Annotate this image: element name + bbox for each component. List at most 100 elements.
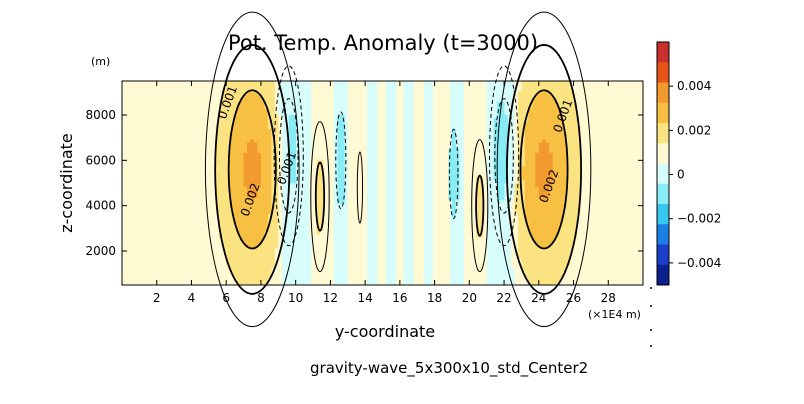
shading-cell [243, 121, 248, 126]
shading-cell [542, 240, 547, 245]
shading-cell [483, 217, 488, 221]
shading-cell [212, 104, 217, 109]
shading-cell [236, 159, 241, 163]
shading-cell [236, 196, 241, 201]
shading-cell [514, 108, 519, 112]
shading-cell [531, 152, 536, 157]
shading-cell [267, 244, 272, 248]
shading-cell [212, 172, 217, 177]
shading-cell [451, 200, 456, 204]
shading-cell [577, 172, 581, 177]
shading-cell [566, 94, 571, 99]
shading-cell [580, 98, 585, 102]
shading-band [403, 81, 414, 285]
shading-cell [233, 264, 238, 269]
shading-cell [556, 101, 561, 106]
shading-cell [212, 254, 217, 259]
shading-cell [559, 152, 564, 157]
shading-cell [535, 278, 540, 282]
shading-cell [531, 193, 536, 197]
shading-cell [243, 166, 248, 170]
shading-cell [219, 244, 224, 248]
shading-cell [323, 210, 328, 214]
shading-cell [236, 271, 241, 276]
shading-cell [580, 128, 585, 133]
shading-cell [247, 104, 251, 109]
shading-cell [205, 186, 210, 191]
shading-cell [570, 271, 574, 276]
shading-cell [274, 166, 279, 170]
shading-cell [240, 281, 244, 286]
shading-cell [323, 230, 328, 235]
shading-cell [542, 268, 547, 272]
shading-cell [524, 251, 529, 255]
shading-cell [208, 234, 213, 238]
shading-cell [556, 200, 561, 204]
shading-cell [545, 244, 550, 248]
shading-cell [233, 128, 238, 133]
shading-cell [257, 223, 262, 228]
shading-cell [236, 281, 241, 286]
shading-cell [236, 237, 241, 242]
shading-cell [524, 206, 529, 211]
shading-cell [531, 223, 536, 228]
shading-cell [528, 210, 533, 214]
shading-cell [292, 159, 297, 163]
shading-cell [260, 128, 265, 133]
shading-cell [556, 108, 561, 112]
shading-cell [274, 115, 279, 119]
shading-cell [323, 138, 328, 143]
shading-cell [229, 183, 234, 187]
shading-cell [247, 234, 251, 238]
shading-cell [229, 264, 234, 269]
contour-line [448, 128, 459, 220]
x-tick-label: 12 [323, 291, 338, 305]
shading-cell [559, 193, 564, 197]
shading-cell [517, 237, 522, 242]
shading-cell [323, 234, 328, 238]
shading-cell [563, 193, 567, 197]
shading-cell [226, 108, 231, 112]
shading-cell [247, 240, 251, 245]
shading-cell [288, 159, 293, 163]
shading-cell [226, 101, 231, 106]
shading-cell [563, 91, 567, 95]
shading-cell [292, 169, 297, 174]
shading-cell [215, 257, 220, 262]
shading-cell [337, 145, 342, 150]
shading-cell [535, 223, 540, 228]
shading-cell [566, 281, 571, 286]
shading-cell [260, 162, 265, 167]
shading-cell [257, 278, 262, 282]
shading-cell [247, 244, 251, 248]
shading-cell [236, 162, 241, 167]
shading-cell [316, 132, 321, 136]
shading-cell [521, 155, 526, 160]
shading-cell [476, 220, 481, 225]
shading-cell [240, 162, 244, 167]
shading-cell [479, 169, 484, 174]
colorbar-segment [657, 143, 669, 164]
shading-cell [483, 200, 488, 204]
shading-cell [483, 210, 488, 214]
shading-cell [559, 132, 564, 136]
shading-cell [577, 220, 581, 225]
shading-cell [577, 189, 581, 194]
shading-cell [524, 237, 529, 242]
shading-cell [528, 159, 533, 163]
shading-cell [226, 234, 231, 238]
shading-cell [531, 240, 536, 245]
shading-cell [517, 135, 522, 140]
shading-cell [573, 244, 578, 248]
shading-cell [580, 189, 585, 194]
shading-cell [215, 108, 220, 112]
shading-cell [292, 128, 297, 133]
shading-cell [219, 227, 224, 231]
shading-cell [278, 121, 283, 126]
shading-cell [549, 98, 554, 102]
shading-cell [483, 230, 488, 235]
shading-cell [212, 247, 217, 252]
shading-cell [535, 261, 540, 265]
shading-cell [521, 278, 526, 282]
shading-cell [514, 210, 519, 214]
